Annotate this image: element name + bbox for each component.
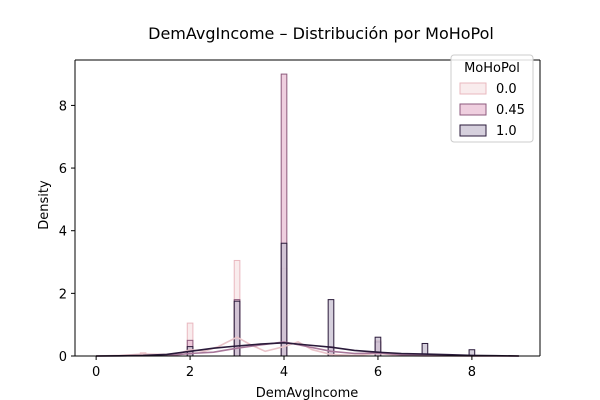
legend-box (450, 54, 534, 143)
legend-swatch-0.0 (459, 82, 487, 95)
legend-label-1.0: 1.0 (496, 124, 517, 139)
plot-area: 0 2 4 6 8 0 2 4 6 8 (59, 59, 541, 380)
legend: MoHoPol 0.0 0.45 1.0 (450, 54, 534, 143)
kde-line-0.45 (96, 341, 519, 357)
legend-label-0.0: 0.0 (496, 82, 517, 97)
chart-title: DemAvgIncome – Distribución por MoHoPol (148, 24, 494, 43)
x-tick-label-4: 4 (280, 365, 288, 380)
y-tick-label-8: 8 (59, 99, 67, 114)
legend-title: MoHoPol (464, 61, 520, 76)
y-tick-label-0: 0 (59, 350, 67, 365)
x-tick-label-2: 2 (186, 365, 194, 380)
legend-entries: 0.0 0.45 1.0 (459, 82, 525, 139)
y-tick-label-6: 6 (59, 162, 67, 177)
y-tick-label-4: 4 (59, 225, 67, 240)
legend-swatch-0.45 (459, 103, 487, 116)
legend-swatch-1.0 (459, 124, 487, 137)
kde-line-1.0 (96, 341, 519, 357)
x-axis-label: DemAvgIncome (256, 386, 359, 400)
legend-label-0.45: 0.45 (496, 103, 525, 118)
x-tick-label-0: 0 (92, 365, 100, 380)
bar-1.0-4 (280, 242, 288, 357)
y-tick-label-2: 2 (59, 287, 67, 302)
x-tick-label-6: 6 (374, 365, 382, 380)
x-tick-label-8: 8 (468, 365, 476, 380)
y-axis-label: Density (37, 180, 52, 230)
